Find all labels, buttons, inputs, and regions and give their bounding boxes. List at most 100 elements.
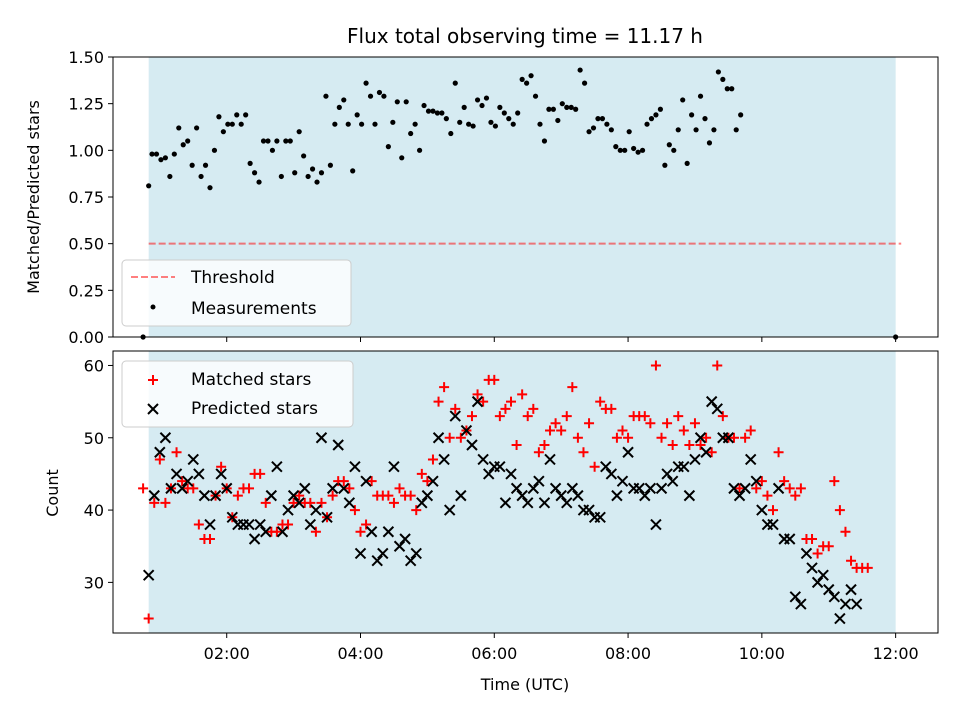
measurements-legend-swatch [150,304,156,310]
measurement-point [367,93,374,99]
predicted-star-point [572,489,584,502]
predicted-star-point [483,468,495,480]
matched-star-point [466,411,477,422]
matched-star-point [823,541,834,552]
predicted-star-point [388,460,400,473]
measurement-point [376,89,383,96]
matched-star-point [701,432,712,443]
predicted-star-point [343,497,356,509]
matched-star-point [584,418,595,429]
predicted-star-point [722,432,735,444]
measurement-point [470,123,476,129]
measurement-point [474,97,481,103]
measurement-point [229,121,235,127]
measurement-point [434,110,441,116]
measurement-point [301,153,307,159]
measurement-point [479,102,485,109]
matched-star-point [751,483,762,494]
measurement-point [648,116,655,122]
predicted-star-point [254,518,266,531]
matched-star-point [667,440,678,450]
matched-star-point [405,490,416,501]
ratio-y-tick-label: 1.50 [68,48,104,67]
measurement-point [359,121,365,127]
matched-star-point [795,483,806,494]
measurements-legend-label: Measurements [191,299,317,319]
matched-star-point [255,468,266,479]
measurement-point [738,112,744,118]
matched-star-point [528,403,539,414]
measurement-point [443,116,449,122]
measurement-point [274,138,280,144]
x-tick-label: 04:00 [337,644,383,663]
predicted-star-point [360,475,372,487]
measurement-point [733,127,739,133]
measurement-point [662,162,668,168]
matched-star-point [204,534,215,544]
matched-star-point [745,425,756,436]
measurement-point [202,162,209,168]
predicted-star-point [354,547,367,560]
measurement-point [697,93,704,99]
predicted-star-point [666,475,679,487]
predicted-star-point [282,504,294,516]
predicted-star-point [549,482,562,495]
measurement-point [149,151,155,157]
measurement-point [292,170,298,176]
predicted-star-point [276,526,289,538]
predicted-star-point [271,460,283,473]
measurement-point [238,121,244,127]
predicted-star-point [365,526,378,538]
measurement-point [653,112,659,118]
matched-star-point [773,447,784,458]
measurement-point [702,116,708,122]
predicted-star-point [209,489,222,502]
measurement-point [153,151,160,157]
measurement-point [345,121,351,127]
matched-star-point [728,432,739,443]
matched-star-point [143,613,154,624]
matched-star-point [589,461,600,472]
predicted-star-point [293,497,305,509]
matched-star-point [138,483,149,494]
measurement-point [608,127,614,133]
predicted-star-point [494,460,506,473]
matched-star-point [411,505,422,516]
predicted-star-point [845,583,857,596]
ratio-y-tick-label: 0.25 [68,281,104,300]
x-tick-label: 08:00 [605,644,651,663]
measurement-point [706,140,713,146]
matched-star-point [556,425,567,436]
predicted-star-point [834,612,846,625]
measurement-point [461,104,467,110]
measurement-point [171,151,177,157]
measurement-point [332,121,338,127]
measurement-point [251,170,258,176]
matched-star-point [829,476,840,487]
predicted-star-point [349,460,361,473]
predicted-star-point [382,526,395,538]
predicted-star-point [705,395,718,408]
predicted-star-point [404,554,417,567]
predicted-star-point [661,468,673,480]
measurement-point [421,102,427,109]
predicted-star-point [733,489,746,502]
measurement-point [635,149,641,155]
predicted-star-point [728,482,740,495]
predicted-star-point [410,547,422,560]
measurement-point [680,97,686,103]
count-panel-frame [112,350,939,634]
measurement-point [207,185,213,191]
threshold-legend-label: Threshold [190,268,275,288]
matched-star-point [611,432,622,443]
matched-star-point [840,526,851,537]
ratio-y-tick-label: 1.00 [68,141,104,160]
x-tick-label: 10:00 [739,644,785,663]
matched-star-point [394,483,405,494]
measurement-point [689,112,695,118]
matched-star-point [678,425,689,436]
count-y-tick-label: 40 [84,501,104,520]
matched-star-point [455,432,466,443]
predicted-star-point [750,475,762,487]
matched-star-point [288,497,299,508]
